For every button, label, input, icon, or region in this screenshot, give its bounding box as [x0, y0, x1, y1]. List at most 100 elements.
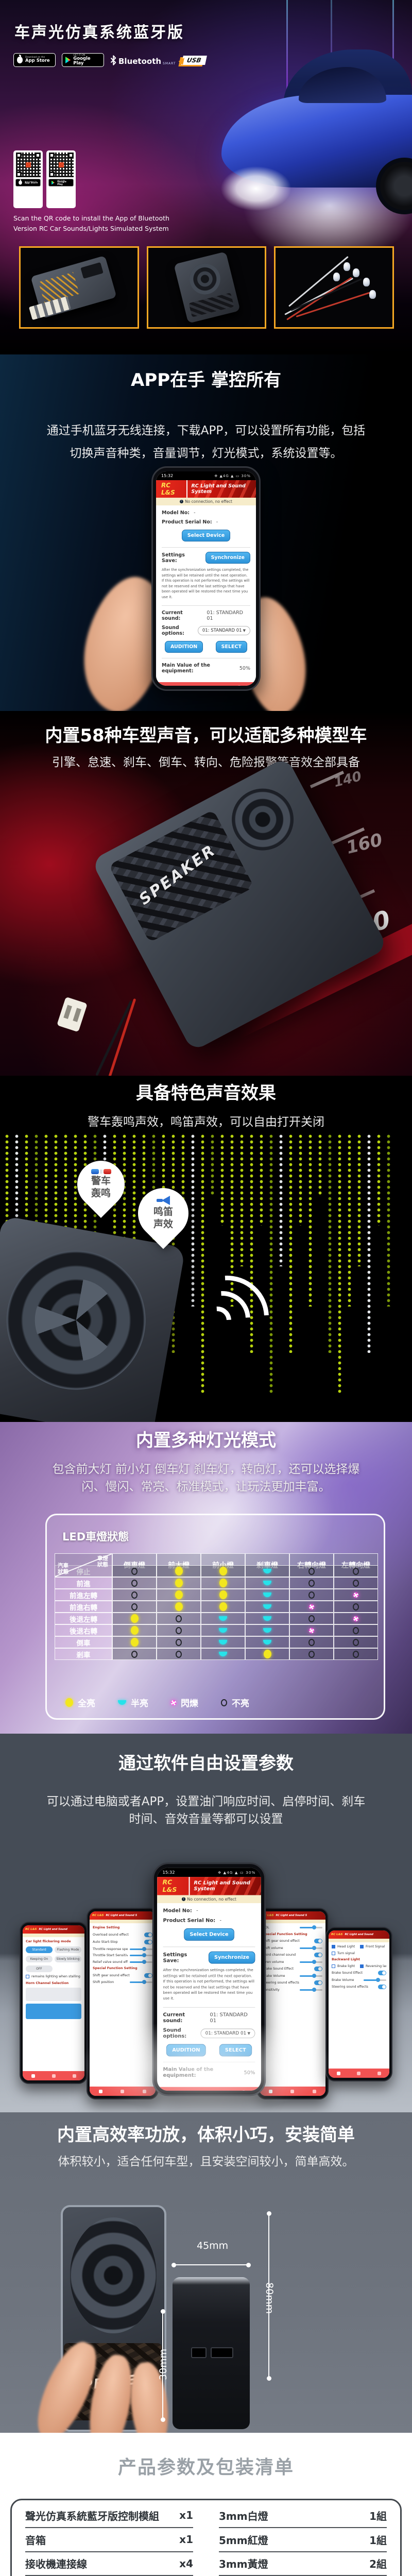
- speedometer-number: 140: [332, 768, 364, 791]
- toggle[interactable]: [314, 1953, 322, 1957]
- section-heading: 内置58种车型声音，可以适配多种模型车: [45, 725, 367, 746]
- qr-card-googleplay: GET IT ON Google Play: [46, 150, 76, 208]
- dimension-depth: 30mm: [158, 2348, 169, 2380]
- slider[interactable]: [130, 1959, 152, 1964]
- row-label: 倒車: [55, 1636, 112, 1648]
- bluetooth-small-icon: ᛒ: [182, 1897, 186, 1901]
- select-button[interactable]: SELECT: [215, 641, 247, 653]
- toggle[interactable]: [314, 1967, 322, 1971]
- synchronize-button[interactable]: Synchronize: [208, 1951, 255, 1964]
- slider[interactable]: [300, 1925, 322, 1929]
- product-thumbnails: [0, 246, 412, 329]
- qr-code: [48, 152, 74, 177]
- mode-button[interactable]: Flashing Mode: [55, 1946, 81, 1953]
- led-status-panel: LED車燈狀態 車燈狀態 汽車狀態 倒車燈 前大燈 前小燈 剎車燈 右轉向燈 左…: [45, 1514, 385, 1720]
- row-label: 後退左轉: [55, 1613, 112, 1624]
- row-label: 前進右轉: [55, 1601, 112, 1613]
- thumb-control-module: [19, 246, 139, 329]
- slider[interactable]: [130, 1980, 152, 1984]
- speaker-product-image: SPEAKER: [91, 756, 388, 1052]
- app-screen-home: 15:32 ❉ ▲4G ▲ ▭ 30% RC L&S RC Light and So…: [157, 1868, 261, 2091]
- toggle[interactable]: [314, 1980, 322, 1985]
- slider[interactable]: [300, 1987, 322, 1992]
- section-heading: 通过软件自由设置参数: [118, 1753, 294, 1774]
- hero-banner: 车声光仿真系统蓝牙版 Download on the App Store GET …: [0, 0, 412, 354]
- app-store-badge-small[interactable]: Download on the App Store: [15, 179, 41, 187]
- select-button[interactable]: SELECT: [219, 2044, 252, 2057]
- mode-button[interactable]: OFF: [26, 1965, 53, 1972]
- sound-options-dropdown[interactable]: 01: STANDARD 01 ▼: [200, 2028, 255, 2039]
- dimension-height: 80mm: [264, 2282, 275, 2314]
- toggle[interactable]: [378, 1971, 386, 1975]
- store-badges: Download on the App Store GET IT ON Google…: [13, 53, 207, 67]
- packing-item: 3mm白燈 1組: [219, 2510, 387, 2522]
- slider[interactable]: [130, 1953, 152, 1957]
- speaker-image: [174, 251, 241, 324]
- packing-item: 音箱 x1: [25, 2527, 193, 2551]
- neon-line: [286, 0, 288, 165]
- speaker-connector: [57, 996, 88, 1032]
- row-label: 後退右轉: [55, 1624, 112, 1636]
- table-legend: 全亮 半亮 閃爍 不亮: [65, 1696, 249, 1709]
- toggle[interactable]: [144, 1932, 152, 1937]
- slider[interactable]: [130, 1946, 152, 1951]
- select-device-button[interactable]: Select Device: [183, 1928, 235, 1941]
- slider[interactable]: [364, 1977, 386, 1982]
- apple-icon: [19, 179, 22, 185]
- mode-button[interactable]: Standard: [26, 1946, 53, 1953]
- checkbox[interactable]: [332, 1945, 335, 1948]
- phone-mockup-special-functions: RC L&S RC Light and Sound S VOL Special F…: [256, 1908, 329, 2099]
- sports-car-image: [207, 49, 412, 219]
- audition-button[interactable]: AUDITION: [165, 641, 203, 653]
- phone-mockup-light-channels: RC L&S RC Light and Sound Head Light Front…: [325, 1927, 392, 2081]
- checkbox[interactable]: [332, 1964, 335, 1968]
- google-play-badge[interactable]: GET IT ON Google Play: [62, 53, 104, 67]
- packing-item: microUSB數據線x1: [25, 2574, 193, 2576]
- dimension-width: 45mm: [197, 2240, 229, 2251]
- sound-effects-section: 具备特色声音效果 警车轰鸣声效，鸣笛声效，可以自由打开关闭 警车 轰鸣 鸣笛 声效: [0, 1076, 412, 1422]
- select-device-button[interactable]: Select Device: [181, 530, 231, 541]
- toggle[interactable]: [144, 1973, 152, 1978]
- checkbox[interactable]: [360, 1945, 364, 1948]
- qr-card-appstore: Download on the App Store: [13, 150, 43, 208]
- google-play-badge-small[interactable]: GET IT ON Google Play: [48, 179, 74, 187]
- checkbox[interactable]: [26, 1975, 29, 1978]
- packing-item: 聲光仿真系統藍牙版控制模組 x1: [25, 2509, 193, 2522]
- section-heading: 内置高效率功放，体积小巧，安装简单: [57, 2125, 355, 2145]
- app-screen-home: 15:32 ❉ ▲4G ▲ ▭ 30% RC L&S RC Light and …: [156, 471, 256, 686]
- packing-item: 接收機連接線 x4: [25, 2551, 193, 2575]
- thumb-speaker: [147, 246, 266, 329]
- phone-mockup-center: 15:32 ❉ ▲4G ▲ ▭ 30% RC L&S RC Light and So…: [152, 1862, 266, 2096]
- toggle[interactable]: [378, 1985, 386, 1989]
- google-play-icon: [52, 180, 55, 185]
- app-control-section: APP在手 掌控所有 通过手机蓝牙无线连接，下载APP，可以设置所有功能，包括 …: [0, 354, 412, 711]
- packing-item: 5mm紅燈 1組: [219, 2527, 387, 2551]
- sound-options-dropdown[interactable]: 01: STANDARD 01 ▼: [197, 626, 250, 636]
- thumb-led-set: [274, 246, 394, 329]
- connection-notice: ᛒ No connection, no effect: [156, 498, 256, 505]
- phone-mockup-light-settings: RC L&S RC Light and Sound Car light flick…: [20, 1922, 88, 2084]
- checkbox[interactable]: [360, 1964, 364, 1968]
- bubble-horn-sound: 鸣笛 声效: [127, 1177, 199, 1249]
- slider[interactable]: [300, 1959, 322, 1964]
- synchronize-button[interactable]: Synchronize: [205, 552, 250, 564]
- bluetooth-small-icon: ᛒ: [180, 500, 184, 503]
- slider[interactable]: [300, 1973, 322, 1978]
- mode-button[interactable]: Slowly blinking: [55, 1956, 81, 1962]
- status-bar: 15:32 ❉ ▲4G ▲ ▭ 30%: [156, 471, 256, 480]
- app-nav-bar: Home Light/Sound Setting: [156, 682, 256, 686]
- chevron-down-icon: ▼: [243, 629, 246, 633]
- audition-button[interactable]: AUDITION: [166, 2044, 207, 2057]
- slider[interactable]: [300, 1945, 322, 1950]
- app-logo: RC L&S: [156, 480, 188, 498]
- toggle[interactable]: [314, 1939, 322, 1943]
- software-settings-section: 通过软件自由设置参数 可以通过电脑或者APP，设置油门响应时间、启停时间、刹车 …: [0, 1734, 412, 2112]
- app-store-badge[interactable]: Download on the App Store: [13, 53, 56, 67]
- bluetooth-logo: Bluetooth SMART: [110, 55, 176, 65]
- table-title: LED車燈狀態: [62, 1531, 129, 1543]
- checkbox[interactable]: [332, 1951, 335, 1955]
- mode-button[interactable]: Keeping On: [26, 1956, 53, 1962]
- toggle[interactable]: [144, 1940, 152, 1944]
- bluetooth-icon: [110, 55, 116, 65]
